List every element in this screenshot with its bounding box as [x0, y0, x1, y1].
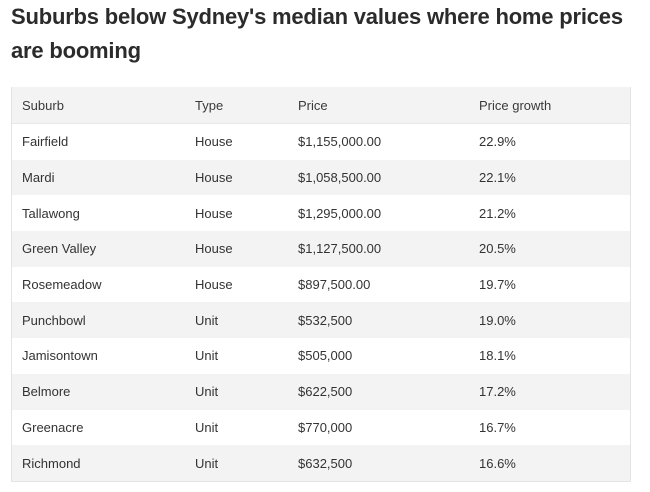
- table-row: Jamisontown Unit $505,000 18.1%: [12, 338, 630, 374]
- cell-price: $505,000: [298, 348, 353, 364]
- column-header-suburb: Suburb: [22, 97, 64, 113]
- table-row: Richmond Unit $632,500 16.6%: [12, 445, 630, 481]
- cell-type: House: [195, 205, 233, 221]
- cell-price-growth: 18.1%: [479, 348, 516, 364]
- cell-suburb: Fairfield: [22, 134, 69, 150]
- page-title: Suburbs below Sydney's median values whe…: [11, 4, 623, 63]
- cell-price-growth: 16.7%: [479, 419, 516, 435]
- cell-price: $532,500: [298, 312, 353, 328]
- table-row: Rosemeadow House $897,500.00 19.7%: [12, 266, 630, 303]
- cell-price: $770,000: [298, 419, 353, 435]
- cell-price-growth: 19.7%: [479, 277, 516, 293]
- data-table-container: Suburb Type Price Price growth Fairfield…: [11, 87, 631, 482]
- cell-price-growth: 16.6%: [479, 455, 516, 471]
- cell-price-growth: 21.2%: [479, 205, 516, 221]
- cell-type: Unit: [195, 348, 219, 364]
- cell-price: $1,127,500.00: [298, 241, 382, 257]
- table-row: Tallawong House $1,295,000.00 21.2%: [12, 195, 630, 232]
- cell-suburb: Green Valley: [22, 241, 97, 257]
- cell-price-growth: 22.1%: [479, 170, 516, 186]
- cell-price: $1,295,000.00: [298, 205, 382, 221]
- table-body: Fairfield House $1,155,000.00 22.9% Mard…: [12, 123, 630, 481]
- table-row: Greenacre Unit $770,000 16.7%: [12, 409, 630, 446]
- cell-type: Unit: [195, 419, 219, 435]
- column-header-price: Price: [298, 97, 328, 113]
- cell-type: House: [195, 277, 233, 293]
- cell-price-growth: 17.2%: [479, 384, 516, 400]
- table-row: Mardi House $1,058,500.00 22.1%: [12, 159, 630, 196]
- table-row: Fairfield House $1,155,000.00 22.9%: [12, 123, 630, 160]
- cell-type: House: [195, 241, 233, 257]
- column-header-type: Type: [195, 97, 224, 113]
- cell-price: $897,500.00: [298, 277, 371, 293]
- cell-suburb: Mardi: [22, 170, 55, 186]
- cell-type: Unit: [195, 455, 219, 471]
- cell-suburb: Greenacre: [22, 419, 84, 435]
- cell-suburb: Belmore: [22, 384, 71, 400]
- table-row: Green Valley House $1,127,500.00 20.5%: [12, 231, 630, 267]
- cell-price: $1,058,500.00: [298, 170, 382, 186]
- cell-price-growth: 20.5%: [479, 241, 516, 257]
- cell-type: Unit: [195, 384, 219, 400]
- cell-suburb: Tallawong: [22, 205, 80, 221]
- cell-suburb: Jamisontown: [22, 348, 98, 364]
- cell-type: House: [195, 170, 233, 186]
- cell-price: $632,500: [298, 455, 353, 471]
- table-header-row: Suburb Type Price Price growth: [12, 87, 630, 124]
- cell-suburb: Rosemeadow: [22, 277, 102, 293]
- cell-suburb: Punchbowl: [22, 312, 86, 328]
- table-row: Belmore Unit $622,500 17.2%: [12, 373, 630, 410]
- table-header: Suburb Type Price Price growth: [12, 87, 630, 124]
- cell-price-growth: 19.0%: [479, 312, 516, 328]
- cell-suburb: Richmond: [22, 455, 81, 471]
- cell-type: Unit: [195, 312, 219, 328]
- suburb-price-table: Suburb Type Price Price growth Fairfield…: [12, 87, 630, 481]
- cell-price: $1,155,000.00: [298, 134, 382, 150]
- column-header-price-growth: Price growth: [479, 97, 552, 113]
- cell-price: $622,500: [298, 384, 353, 400]
- cell-price-growth: 22.9%: [479, 134, 516, 150]
- cell-type: House: [195, 134, 233, 150]
- table-row: Punchbowl Unit $532,500 19.0%: [12, 302, 630, 339]
